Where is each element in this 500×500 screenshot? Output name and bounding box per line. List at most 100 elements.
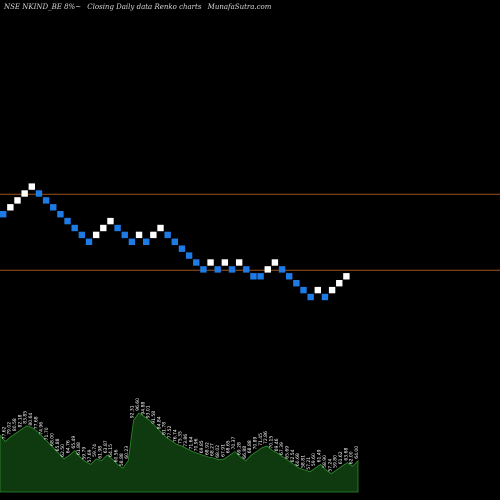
renko-brick-28: [200, 266, 207, 273]
renko-brick-3: [21, 190, 28, 197]
renko-brick-17: [121, 231, 128, 239]
renko-brick-48: [343, 273, 350, 280]
volume-label-33: 76.74: [172, 429, 178, 442]
renko-brick-29: [207, 259, 214, 266]
renko-brick-32: [228, 266, 236, 273]
volume-label-13: 64.76: [65, 440, 71, 453]
volume-label-5: 83.85: [23, 411, 29, 424]
volume-label-50: 72.86: [263, 431, 269, 444]
renko-brick-10: [71, 224, 78, 232]
volume-label-7: 77.68: [33, 416, 39, 429]
volume-label-8: 74.96: [39, 422, 45, 435]
renko-brick-39: [278, 266, 286, 273]
volume-area-path: [0, 412, 359, 493]
volume-label-43: 68.65: [226, 440, 232, 453]
volume-label-18: 59.74: [92, 444, 98, 457]
renko-brick-1: [7, 204, 14, 211]
renko-brick-44: [314, 286, 321, 294]
renko-brick-13: [92, 231, 100, 239]
volume-label-28: 93.01: [146, 405, 152, 418]
volume-label-15: 61.88: [76, 442, 82, 455]
volume-label-46: 66.88: [242, 446, 248, 459]
volume-label-39: 68.92: [204, 442, 210, 455]
volume-label-45: 69.28: [236, 442, 242, 455]
volume-label-17: 57.69: [87, 449, 93, 462]
renko-brick-24: [171, 238, 178, 245]
volume-label-10: 68.00: [49, 433, 55, 446]
volume-label-30: 84.84: [156, 416, 162, 429]
volume-label-53: 67.39: [279, 442, 285, 455]
renko-brick-16: [114, 224, 121, 232]
volume-label-22: 60.56: [114, 449, 120, 462]
renko-brick-2: [14, 197, 21, 204]
volume-label-37: 70.96: [194, 438, 200, 451]
volume-label-23: 58.88: [119, 453, 125, 466]
volume-label-56: 60.68: [295, 453, 301, 466]
volume-label-48: 70.89: [252, 437, 258, 450]
chart-label: Closing Daily data Renko charts: [87, 3, 202, 11]
renko-brick-7: [50, 204, 57, 211]
volume-label-1: 77.62: [1, 426, 7, 439]
volume-label-21: 64.15: [108, 444, 114, 457]
volume-label-36: 71.64: [188, 437, 194, 450]
volume-label-54: 65.69: [285, 446, 291, 459]
renko-brick-38: [271, 259, 279, 266]
renko-brick-30: [214, 266, 221, 273]
volume-label-34: 75.35: [178, 431, 184, 444]
renko-brick-23: [164, 231, 171, 239]
site-label: MunafaSutra.com: [207, 3, 272, 11]
volume-label-66: 62.00: [349, 451, 355, 464]
chart-header: NSE NKIND_BE 8%~ Closing Daily data Renk…: [4, 3, 496, 11]
renko-brick-20: [143, 238, 150, 245]
volume-label-40: 68.27: [210, 443, 216, 456]
reference-lines: [0, 193, 500, 271]
renko-brick-12: [85, 238, 93, 245]
volume-label-31: 81.78: [162, 422, 168, 435]
volume-label-2: 79.02: [7, 422, 13, 435]
volume-label-4: 82.18: [17, 414, 23, 427]
renko-brick-18: [128, 238, 136, 245]
volume-label-62: 57.24: [327, 459, 333, 472]
renko-brick-33: [235, 259, 243, 266]
renko-brick-34: [243, 266, 250, 273]
volume-label-44: 70.37: [231, 437, 237, 450]
renko-brick-19: [135, 231, 143, 239]
volume-label-59: 59.60: [311, 453, 317, 466]
renko-brick-43: [307, 293, 314, 301]
volume-label-38: 69.85: [199, 440, 205, 453]
volume-label-26: 96.60: [135, 398, 141, 411]
volume-label-64: 61.62: [338, 451, 344, 464]
volume-area: 81.60 77.62 79.02 80.58 82.18 83.85 80.64 77.68…: [0, 398, 360, 493]
renko-brick-41: [293, 280, 300, 287]
volume-label-63: 59.80: [333, 455, 339, 468]
volume-label-41: 68.02: [215, 445, 221, 458]
volume-label-58: 57.21: [306, 457, 312, 470]
volume-label-0: 81.60: [0, 420, 2, 433]
volume-label-32: 77.52: [167, 425, 173, 438]
renko-bricks: [0, 183, 350, 301]
volume-label-19: 61.98: [98, 446, 104, 459]
volume-label-20: 63.87: [103, 440, 109, 453]
renko-brick-9: [64, 217, 71, 225]
volume-label-65: 63.68: [343, 448, 349, 461]
renko-brick-27: [193, 259, 200, 266]
volume-label-57: 58.81: [301, 455, 307, 468]
volume-label-14: 65.49: [71, 436, 77, 449]
renko-brick-42: [300, 286, 307, 294]
renko-brick-8: [57, 211, 64, 218]
volume-label-9: 71.70: [44, 427, 50, 440]
renko-brick-11: [78, 231, 86, 239]
renko-brick-5: [35, 190, 43, 197]
volume-label-35: 73.86: [183, 434, 189, 447]
renko-brick-6: [42, 197, 50, 204]
renko-brick-31: [221, 259, 229, 266]
renko-brick-25: [178, 245, 186, 252]
volume-label-47: 68.88: [247, 440, 253, 453]
volume-label-16: 59.79: [81, 447, 87, 460]
renko-brick-37: [264, 266, 271, 273]
volume-label-25: 92.31: [130, 405, 136, 418]
volume-label-61: 58.90: [322, 455, 328, 468]
renko-brick-26: [185, 252, 193, 259]
volume-label-3: 80.58: [12, 418, 18, 431]
